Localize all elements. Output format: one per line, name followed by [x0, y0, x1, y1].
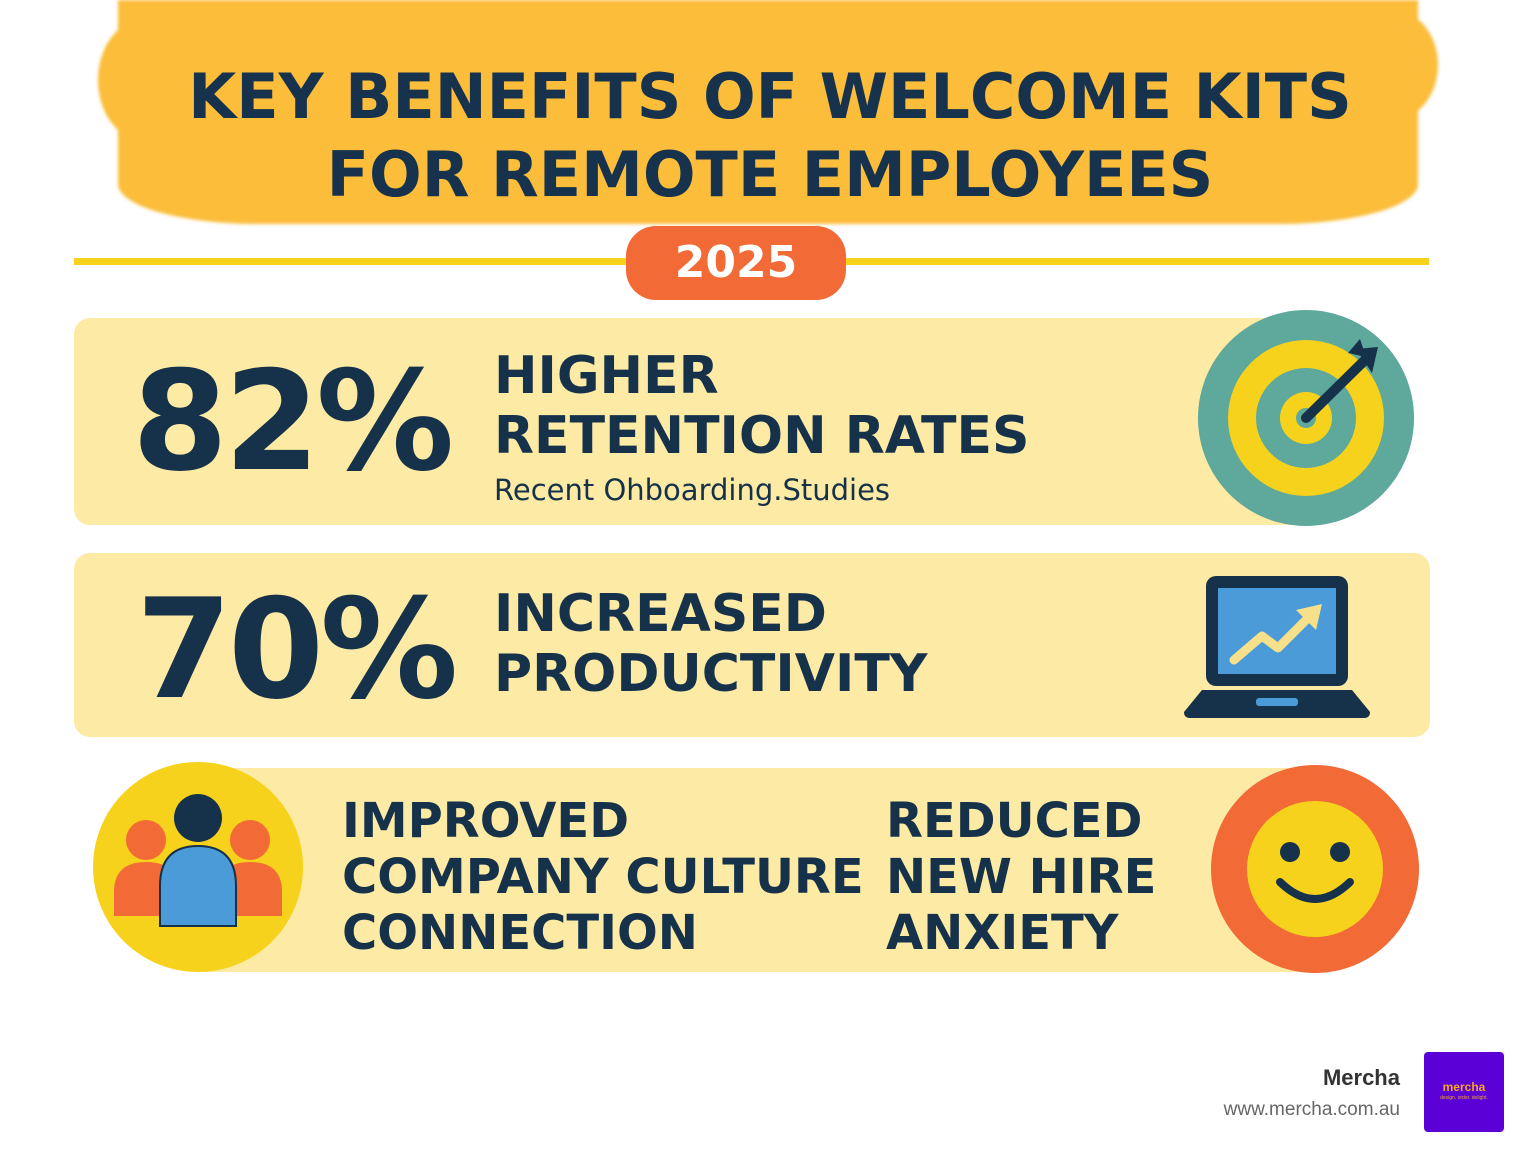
benefit-card-qualitative [190, 768, 1310, 972]
year-badge: 2025 [626, 226, 846, 300]
target-icon [1198, 310, 1414, 526]
title-line-2: FOR REMOTE EMPLOYEES [326, 138, 1214, 211]
label-productivity: INCREASED PRODUCTIVITY [494, 584, 927, 704]
label-retention-line-1: HIGHER [494, 346, 719, 406]
label-retention: HIGHER RETENTION RATES [494, 346, 1029, 466]
brand-logo: mercha design. order. delight. [1424, 1052, 1504, 1132]
label-productivity-line-2: PRODUCTIVITY [494, 644, 928, 704]
label-anxiety-line-3: ANXIETY [886, 905, 1119, 961]
stat-productivity: 70% [136, 569, 458, 730]
title-line-1: KEY BENEFITS OF WELCOME KITS [188, 60, 1352, 133]
label-culture-line-1: IMPROVED [342, 793, 630, 849]
page-title: KEY BENEFITS OF WELCOME KITS FOR REMOTE … [120, 58, 1420, 214]
stat-retention: 82% [132, 341, 454, 502]
source-note: Recent Ohboarding.Studies [494, 473, 891, 507]
laptop-chart-icon [1184, 576, 1370, 718]
label-anxiety-line-2: NEW HIRE [886, 849, 1157, 905]
label-anxiety: REDUCED NEW HIRE ANXIETY [886, 793, 1156, 961]
logo-tagline: design. order. delight. [1440, 1095, 1488, 1101]
benefit-card-retention [74, 318, 1324, 525]
header-banner [98, 0, 1438, 224]
label-culture-line-3: CONNECTION [342, 905, 698, 961]
people-icon [93, 762, 303, 972]
brand-name: Mercha [1322, 1065, 1400, 1090]
label-retention-line-2: RETENTION RATES [494, 406, 1030, 466]
label-culture-line-2: COMPANY CULTURE [342, 849, 864, 905]
label-anxiety-line-1: REDUCED [886, 793, 1143, 849]
logo-word: mercha [1442, 1080, 1486, 1094]
label-culture: IMPROVED COMPANY CULTURE CONNECTION [342, 793, 864, 961]
smiley-icon [1211, 765, 1419, 973]
label-productivity-line-1: INCREASED [494, 584, 827, 644]
brand-url[interactable]: www.mercha.com.au [1223, 1099, 1400, 1120]
